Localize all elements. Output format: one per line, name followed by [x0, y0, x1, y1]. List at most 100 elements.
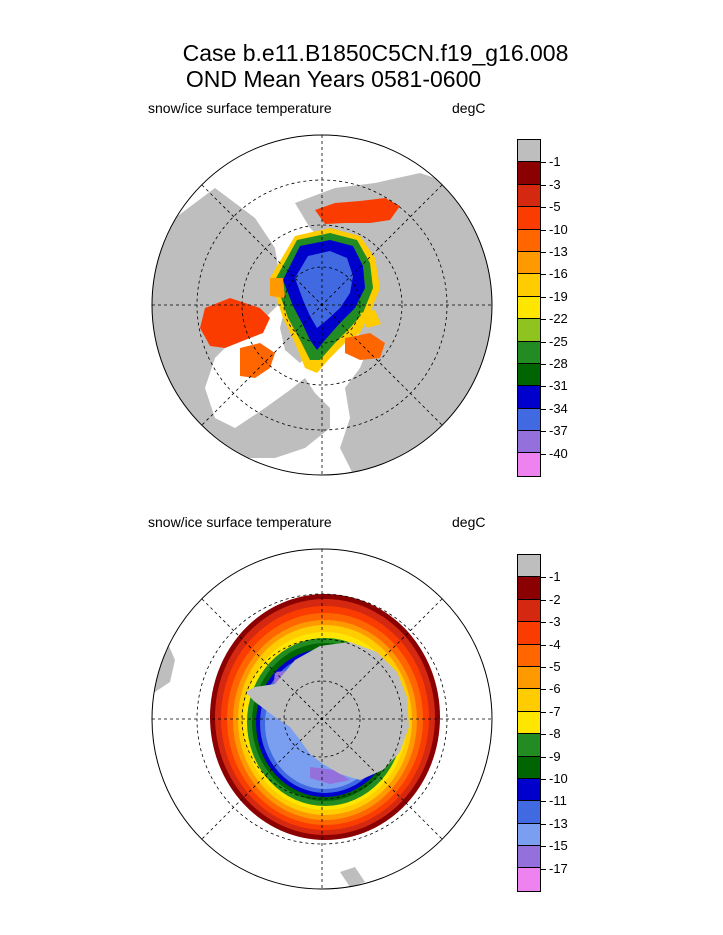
south-colorbar-label: -6 [549, 681, 561, 697]
north-map-border [151, 134, 493, 476]
north-colorbar-swatch [518, 341, 540, 364]
north-colorbar [517, 139, 541, 477]
north-colorbar-swatch [518, 431, 540, 454]
south-colorbar-tick [540, 801, 546, 803]
north-colorbar-label: -37 [549, 423, 568, 439]
north-colorbar-tick [540, 274, 546, 276]
north-colorbar-label: -19 [549, 288, 568, 304]
north-colorbar-label: -31 [549, 378, 568, 394]
south-graticule [152, 549, 492, 889]
north-colorbar-label: -28 [549, 356, 568, 371]
north-colorbar-tick [540, 453, 546, 455]
south-polar-map [151, 548, 493, 890]
north-colorbar-swatch [518, 386, 540, 409]
south-colorbar-swatch [518, 846, 540, 869]
north-colorbar-tick [540, 184, 546, 186]
north-colorbar-label: -34 [549, 400, 568, 416]
north-colorbar-tick [540, 431, 546, 433]
south-colorbar-label: -5 [549, 659, 561, 674]
south-colorbar-label: -13 [549, 815, 568, 831]
north-colorbar-swatch [518, 184, 540, 208]
north-colorbar-label: -22 [549, 311, 568, 327]
south-colorbar-swatch [518, 555, 540, 578]
south-colorbar-swatch [518, 666, 540, 690]
south-colorbar-tick [540, 622, 546, 624]
north-units-label: degC [452, 100, 486, 116]
north-colorbar-swatch [518, 319, 540, 342]
south-colorbar-swatch [518, 711, 540, 735]
south-colorbar-label: -10 [549, 771, 568, 786]
north-colorbar-label: -13 [549, 244, 568, 259]
south-colorbar-tick [540, 599, 546, 601]
south-colorbar-tick [540, 868, 546, 870]
south-colorbar-tick [540, 734, 546, 736]
south-colorbar-tick [540, 667, 546, 668]
south-colorbar-swatch [518, 577, 540, 600]
north-colorbar-tick [540, 386, 546, 388]
south-colorbar-swatch [518, 801, 540, 824]
south-colorbar-swatch [518, 778, 540, 802]
north-colorbar-tick [540, 364, 546, 365]
north-colorbar-label: -25 [549, 333, 568, 349]
north-colorbar-label: -10 [549, 221, 568, 237]
south-colorbar-tick [540, 644, 546, 646]
south-colorbar-tick [540, 846, 546, 848]
south-colorbar-label: -7 [549, 703, 561, 719]
north-colorbar-tick [540, 341, 546, 343]
south-colorbar-swatch [518, 599, 540, 623]
north-colorbar-swatch [518, 229, 540, 252]
north-colorbar-swatch [518, 274, 540, 297]
south-colorbar-swatch [518, 622, 540, 645]
north-graticule [152, 135, 492, 475]
south-colorbar-label: -17 [549, 860, 568, 876]
south-colorbar-tick [540, 823, 546, 825]
south-colorbar-label: -1 [549, 569, 561, 585]
south-variable-label: snow/ice surface temperature [148, 514, 332, 530]
north-sea-ice-field [200, 198, 400, 378]
south-colorbar-label: -4 [549, 636, 561, 652]
south-sea-ice-field [152, 594, 440, 887]
south-colorbar-label: -15 [549, 838, 568, 854]
south-colorbar-swatch [518, 868, 540, 891]
north-colorbar-swatch [518, 296, 540, 320]
south-colorbar-swatch [518, 689, 540, 712]
north-colorbar-label: -1 [549, 154, 561, 170]
south-units-label: degC [452, 514, 486, 530]
north-colorbar-swatch [518, 363, 540, 387]
north-polar-map [151, 134, 493, 476]
north-colorbar-tick [540, 296, 546, 298]
south-colorbar-label: -11 [549, 793, 567, 809]
north-colorbar-tick [540, 319, 546, 321]
south-colorbar-tick [540, 689, 546, 691]
south-colorbar-tick [540, 756, 546, 758]
south-colorbar-tick [540, 577, 546, 579]
north-colorbar-swatch [518, 207, 540, 230]
north-variable-label: snow/ice surface temperature [148, 100, 332, 116]
north-colorbar-tick [540, 162, 546, 164]
north-colorbar-tick [540, 229, 546, 231]
south-colorbar-swatch [518, 823, 540, 847]
plot-title-line2: OND Mean Years 0581-0600 [185, 66, 482, 92]
south-colorbar-label: -8 [549, 726, 561, 742]
north-colorbar-label: -16 [549, 266, 568, 282]
antarctica [245, 642, 409, 780]
south-colorbar-label: -3 [549, 614, 561, 630]
plot-title-line1: Case b.e11.B1850C5CN.f19_g16.008 [182, 40, 569, 66]
south-colorbar [517, 554, 541, 892]
south-colorbar-label: -2 [549, 591, 561, 607]
south-colorbar-swatch [518, 756, 540, 779]
north-colorbar-tick [540, 252, 546, 253]
south-colorbar-tick [540, 779, 546, 780]
south-colorbar-swatch [518, 644, 540, 667]
north-colorbar-swatch [518, 408, 540, 432]
north-colorbar-label: -40 [549, 445, 568, 461]
north-colorbar-tick [540, 207, 546, 209]
north-colorbar-swatch [518, 140, 540, 163]
south-colorbar-label: -9 [549, 748, 561, 764]
north-colorbar-swatch [518, 162, 540, 185]
south-colorbar-swatch [518, 734, 540, 757]
north-colorbar-swatch [518, 251, 540, 275]
south-map-border [151, 548, 493, 890]
north-colorbar-label: -5 [549, 199, 561, 215]
north-colorbar-swatch [518, 453, 540, 476]
